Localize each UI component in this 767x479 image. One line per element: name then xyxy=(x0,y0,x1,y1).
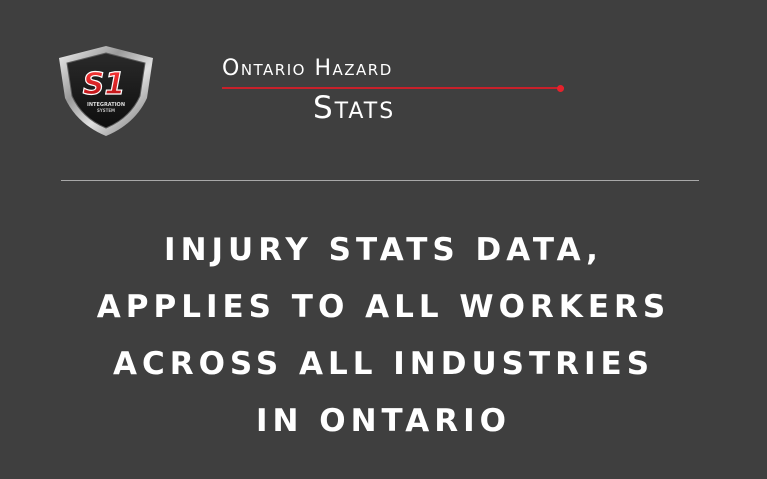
divider xyxy=(61,180,699,181)
title-underline xyxy=(222,87,564,89)
logo-main-text: S1 xyxy=(83,67,125,102)
message-line-1: INJURY STATS DATA, xyxy=(164,232,603,268)
message-line-3: ACROSS ALL INDUSTRIES xyxy=(112,346,655,382)
shield-logo-icon: S1 INTEGRATION SYSTEM xyxy=(55,44,157,138)
title-line-2: Stats xyxy=(313,90,396,126)
message-line-4: IN ONTARIO xyxy=(255,403,512,439)
title-line-1: Ontario Hazard xyxy=(222,56,393,81)
logo-sub-text-1: INTEGRATION xyxy=(87,102,125,108)
message-line-2: APPLIES TO ALL WORKERS xyxy=(96,289,671,325)
title-dot xyxy=(557,85,564,92)
logo-sub-text-2: SYSTEM xyxy=(97,108,115,113)
message-block: INJURY STATS DATA, APPLIES TO ALL WORKER… xyxy=(0,222,767,450)
page-title: Ontario Hazard Stats xyxy=(210,56,570,136)
